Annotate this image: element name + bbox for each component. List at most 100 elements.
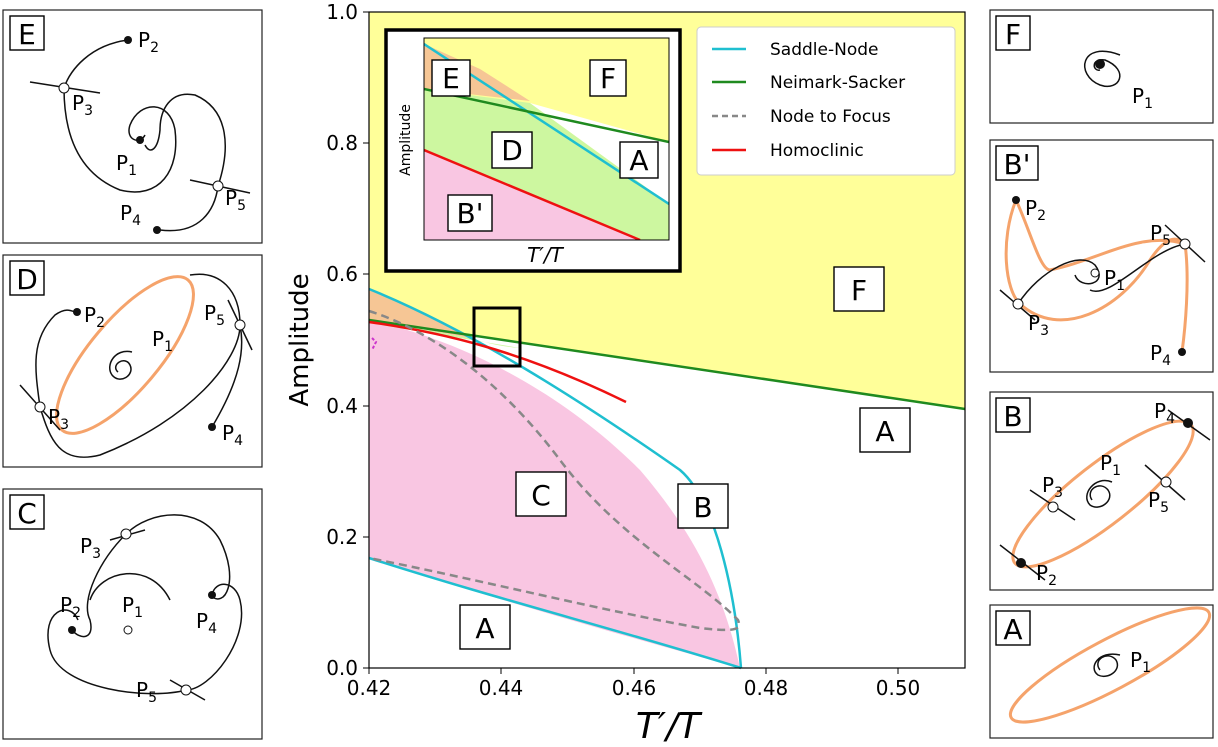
main-plot: 0.0 0.2 0.4 0.6 0.8 1.0 0.42 0.44 0.46 0… [285, 0, 966, 747]
label-P1: P1 [152, 327, 173, 355]
legend-entry-node-to-focus: Node to Focus [712, 107, 891, 127]
label-P1: P1 [116, 151, 137, 179]
magenta-marker [371, 337, 378, 351]
svg-text:F: F [851, 274, 867, 307]
label-P1: P1 [1104, 266, 1125, 294]
region-label-C: C [515, 471, 567, 517]
label-P2: P2 [1036, 561, 1057, 589]
svg-text:D: D [501, 134, 523, 167]
label-P1: P1 [1100, 451, 1121, 479]
label-P3: P3 [1042, 473, 1063, 501]
region-label-B: B [677, 483, 729, 529]
saddle-node-curve [368, 287, 743, 669]
inset-region-A [530, 103, 669, 204]
svg-text:C: C [531, 479, 551, 512]
panel-B: B P4 P1 P3 P5 P2 [989, 391, 1214, 591]
panel-F: F P1 [989, 9, 1214, 124]
legend-entry-neimark-sacker: Neimark-Sacker [712, 73, 905, 93]
svg-text:D: D [16, 263, 38, 296]
label-P2: P2 [84, 303, 105, 331]
svg-text:Saddle-Node: Saddle-Node [770, 40, 878, 60]
svg-text:E: E [442, 62, 460, 95]
svg-text:B': B' [457, 197, 484, 230]
label-P3: P3 [80, 534, 101, 562]
svg-text:A: A [475, 612, 494, 645]
label-P2: P2 [60, 593, 81, 621]
panel-D: D P2 P1 P5 P3 P4 [2, 254, 263, 468]
label-P4: P4 [196, 609, 217, 637]
label-P4: P4 [120, 201, 141, 229]
legend-entry-homoclinic: Homoclinic [712, 141, 864, 161]
label-P4: P4 [222, 421, 243, 449]
inset-label-Bp: B' [447, 194, 493, 232]
inset-label-A: A [619, 141, 659, 179]
y-tick-label: 1.0 [326, 0, 358, 24]
label-P2: P2 [1025, 196, 1046, 224]
y-tick-label: 0.8 [326, 131, 358, 155]
region-label-A-upper: A [859, 407, 911, 453]
label-P5: P5 [1150, 221, 1171, 249]
svg-text:F: F [600, 62, 616, 95]
svg-text:Node to Focus: Node to Focus [770, 107, 891, 127]
label-P5: P5 [1148, 488, 1169, 516]
label-P5: P5 [225, 186, 246, 214]
panel-A: A P1 [989, 604, 1214, 739]
svg-text:E: E [18, 18, 36, 51]
label-P3: P3 [1028, 311, 1049, 339]
inset-x-axis-title: T′/T [527, 243, 564, 267]
inset-y-axis-title: Amplitude [398, 104, 414, 176]
x-axis-title: T′/T [636, 706, 703, 747]
inset-plot: Amplitude T′/T E F D A B' [384, 28, 682, 273]
svg-text:A: A [875, 415, 894, 448]
legend: Saddle-Node Neimark-Sacker Node to Focus… [696, 26, 956, 176]
y-tick-label: 0.0 [326, 656, 358, 680]
x-tick-label: 0.50 [876, 676, 921, 700]
label-P5: P5 [204, 301, 225, 329]
inset-label-D: D [491, 131, 533, 169]
x-tick-label: 0.44 [479, 676, 524, 700]
label-P3: P3 [72, 91, 93, 119]
svg-text:B: B [693, 491, 712, 524]
y-tick-label: 0.2 [326, 525, 358, 549]
neimark-sacker-line [368, 318, 966, 411]
label-P4: P4 [1154, 399, 1175, 427]
svg-text:A: A [629, 144, 648, 177]
node-to-focus-curve [368, 309, 741, 632]
label-P1: P1 [1132, 84, 1153, 112]
label-P4: P4 [1150, 341, 1171, 369]
legend-entry-saddle-node: Saddle-Node [712, 40, 878, 60]
svg-text:B: B [1003, 400, 1022, 433]
saddle-node-curve-lower [368, 556, 742, 670]
region-label-A-lower: A [459, 604, 511, 650]
homoclinic-curve [368, 320, 627, 404]
inset-label-E: E [431, 59, 471, 97]
region-E-fill [369, 289, 470, 338]
x-tick-label: 0.48 [744, 676, 789, 700]
panel-E: E P2 P3 P1 P4 P5 [2, 9, 263, 244]
x-axis-ticks: 0.42 0.44 0.46 0.48 0.50 [347, 668, 921, 700]
svg-text:Homoclinic: Homoclinic [770, 141, 864, 161]
svg-text:C: C [17, 497, 37, 530]
label-P1: P1 [1130, 648, 1151, 676]
panel-Bprime: B' P2 P5 P1 P3 P4 [989, 139, 1214, 373]
svg-text:Neimark-Sacker: Neimark-Sacker [770, 73, 905, 93]
label-P1: P1 [122, 593, 143, 621]
panel-C: C P3 P2 P1 P4 P5 [2, 488, 263, 740]
y-tick-label: 0.6 [326, 262, 358, 286]
region-label-F: F [833, 266, 885, 312]
svg-text:F: F [1005, 18, 1021, 51]
svg-text:B': B' [1004, 148, 1031, 181]
y-tick-label: 0.4 [326, 394, 358, 418]
label-P3: P3 [48, 405, 69, 433]
x-tick-label: 0.46 [612, 676, 657, 700]
zoom-box [472, 306, 522, 368]
svg-text:A: A [1003, 613, 1022, 646]
y-axis-ticks: 0.0 0.2 0.4 0.6 0.8 1.0 [326, 0, 369, 680]
x-tick-label: 0.42 [347, 676, 392, 700]
label-P2: P2 [138, 28, 159, 56]
inset-label-F: F [589, 59, 627, 97]
y-axis-title: Amplitude [285, 273, 315, 406]
label-P5: P5 [136, 678, 157, 706]
main-axes-frame [368, 11, 966, 669]
